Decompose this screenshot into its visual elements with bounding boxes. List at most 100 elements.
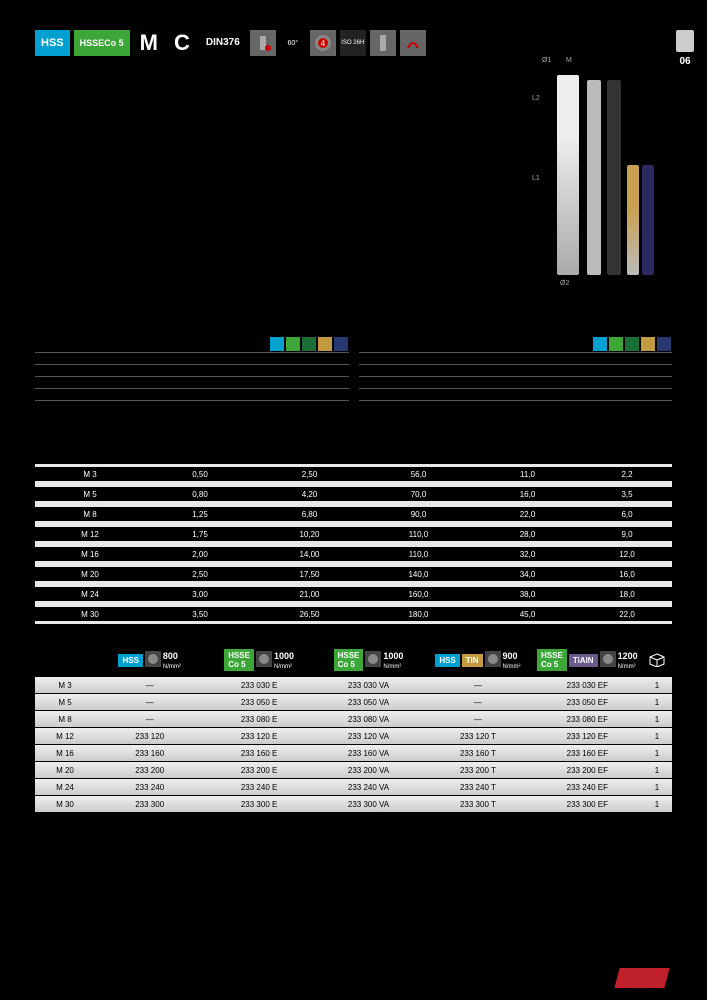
group-icon: [145, 651, 161, 669]
dim-pitch: 0,80: [145, 490, 255, 499]
iso-line1: ISO 2: [341, 40, 356, 46]
tool-main: [557, 75, 579, 275]
iso-line2: 6H: [357, 40, 365, 46]
group-badge-extra: TiN: [462, 654, 483, 667]
order-c1: —: [95, 681, 204, 690]
order-table-head: HSS800N/mm²HSSECo 51000N/mm²HSSECo 51000…: [35, 644, 672, 676]
order-table: HSS800N/mm²HSSECo 51000N/mm²HSSECo 51000…: [35, 644, 672, 812]
dim-drill: 6,80: [255, 510, 364, 519]
svg-text:4: 4: [321, 39, 326, 48]
order-pack: 1: [642, 715, 672, 724]
order-c4: —: [423, 681, 532, 690]
group-icon: [600, 651, 616, 669]
dim-l2: 32,0: [473, 550, 582, 559]
brand-logo: [614, 968, 669, 988]
dim-row: M 303,5026,50180,045,022,0: [35, 604, 672, 624]
order-c4: 233 300 T: [423, 800, 532, 809]
hsse-line1: HSSE: [80, 39, 105, 48]
dim-l2: 11,0: [473, 470, 582, 479]
order-c3: 233 080 VA: [314, 715, 423, 724]
dim-row: M 81,256,8090,022,06,0: [35, 504, 672, 524]
dimension-table: M 30,502,5056,011,02,2M 50,804,2070,016,…: [35, 432, 672, 624]
dim-l1: 110,0: [364, 530, 473, 539]
din-line2: 376: [223, 38, 240, 48]
group-unit: N/mm²: [618, 664, 636, 670]
dim-size: M 16: [35, 550, 145, 559]
order-pack: 1: [642, 749, 672, 758]
group-value: 1000: [383, 651, 403, 661]
order-row: M 24233 240233 240 E233 240 VA233 240 T2…: [35, 778, 672, 795]
order-row: M 16233 160233 160 E233 160 VA233 160 T2…: [35, 744, 672, 761]
order-c5: 233 120 EF: [533, 732, 642, 741]
badge-c: C: [168, 30, 196, 56]
sw-navy-2: [657, 337, 671, 351]
sw-ochre: [318, 337, 332, 351]
sw-ochre-2: [641, 337, 655, 351]
group-unit: N/mm²: [163, 664, 181, 670]
thread-svg: [254, 34, 272, 52]
dim-l2: L2: [532, 95, 540, 102]
order-pack: 1: [642, 681, 672, 690]
dim-pitch: 1,75: [145, 530, 255, 539]
order-c2: 233 030 E: [204, 681, 313, 690]
dim-row: M 162,0014,00110,032,012,0: [35, 544, 672, 564]
group-value: 1200: [618, 651, 638, 661]
order-row: M 5—233 050 E233 050 VA—233 050 EF1: [35, 693, 672, 710]
footer: [617, 968, 667, 988]
order-c1: —: [95, 698, 204, 707]
order-c5: 233 240 EF: [533, 783, 642, 792]
color-swatch-table: [35, 336, 672, 412]
order-row: M 3—233 030 E233 030 VA—233 030 EF1: [35, 676, 672, 693]
badge-m: M: [134, 30, 164, 56]
sw-dgreen-2: [625, 337, 639, 351]
ct-left-header: [35, 336, 349, 352]
order-c1: —: [95, 715, 204, 724]
dim-drill: 10,20: [255, 530, 364, 539]
order-pack: 1: [642, 698, 672, 707]
tap-icon: [676, 30, 694, 52]
order-c3: 233 050 VA: [314, 698, 423, 707]
group-icon: [256, 651, 272, 669]
dim-l2: 38,0: [473, 590, 582, 599]
order-c4: 233 160 T: [423, 749, 532, 758]
order-c2: 233 200 E: [204, 766, 313, 775]
order-pack: 1: [642, 732, 672, 741]
dim-drill: 21,00: [255, 590, 364, 599]
sw-green: [286, 337, 300, 351]
dim-sq: 16,0: [582, 570, 672, 579]
chamfer-svg: [376, 33, 390, 53]
iso-badge: ISO 2 6H: [340, 30, 366, 56]
order-c2: 233 080 E: [204, 715, 313, 724]
dim-l1: 90,0: [364, 510, 473, 519]
order-row: M 30233 300233 300 E233 300 VA233 300 T2…: [35, 795, 672, 812]
dim-size: M 12: [35, 530, 145, 539]
order-pack: 1: [642, 766, 672, 775]
order-c2: 233 160 E: [204, 749, 313, 758]
order-head-group: HSSECo 5TiAlN1200N/mm²: [533, 649, 642, 671]
group-unit: N/mm²: [274, 664, 292, 670]
order-size: M 16: [35, 749, 95, 758]
circ-svg: 4: [313, 33, 333, 53]
dim-l1: L1: [532, 175, 540, 182]
order-size: M 8: [35, 715, 95, 724]
order-head-group: HSSECo 51000N/mm²: [314, 649, 423, 671]
angle-label: 60°: [280, 30, 306, 56]
order-c1: 233 160: [95, 749, 204, 758]
dim-size: M 24: [35, 590, 145, 599]
group-icon: [365, 651, 381, 669]
order-head-group: HSS800N/mm²: [95, 649, 204, 671]
order-c3: 233 240 VA: [314, 783, 423, 792]
order-size: M 30: [35, 800, 95, 809]
sw-navy: [334, 337, 348, 351]
order-c4: 233 120 T: [423, 732, 532, 741]
order-c4: 233 200 T: [423, 766, 532, 775]
pack-icon: [642, 653, 672, 667]
dim-l1: 160,0: [364, 590, 473, 599]
order-head-group: HSSTiN900N/mm²: [423, 649, 532, 671]
order-c4: —: [423, 715, 532, 724]
dim-m: M: [566, 57, 572, 64]
order-c2: 233 050 E: [204, 698, 313, 707]
dim-row: M 121,7510,20110,028,09,0: [35, 524, 672, 544]
order-c2: 233 240 E: [204, 783, 313, 792]
group-icon: [485, 651, 501, 669]
